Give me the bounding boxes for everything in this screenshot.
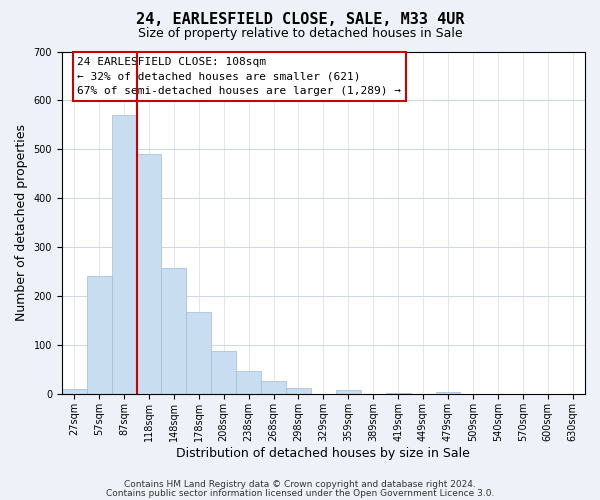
X-axis label: Distribution of detached houses by size in Sale: Distribution of detached houses by size … <box>176 447 470 460</box>
Text: 24, EARLESFIELD CLOSE, SALE, M33 4UR: 24, EARLESFIELD CLOSE, SALE, M33 4UR <box>136 12 464 28</box>
Text: Contains HM Land Registry data © Crown copyright and database right 2024.: Contains HM Land Registry data © Crown c… <box>124 480 476 489</box>
Bar <box>261 381 286 394</box>
Text: Size of property relative to detached houses in Sale: Size of property relative to detached ho… <box>137 28 463 40</box>
Bar <box>211 352 236 395</box>
Bar <box>137 154 161 394</box>
Y-axis label: Number of detached properties: Number of detached properties <box>15 124 28 322</box>
Bar <box>86 276 112 394</box>
Bar <box>286 388 311 394</box>
Bar <box>161 268 187 394</box>
Bar <box>436 392 460 394</box>
Bar <box>187 312 211 394</box>
Bar <box>112 114 137 394</box>
Bar <box>62 388 86 394</box>
Bar <box>236 372 261 394</box>
Text: Contains public sector information licensed under the Open Government Licence 3.: Contains public sector information licen… <box>106 488 494 498</box>
Bar <box>336 390 361 394</box>
Text: 24 EARLESFIELD CLOSE: 108sqm
← 32% of detached houses are smaller (621)
67% of s: 24 EARLESFIELD CLOSE: 108sqm ← 32% of de… <box>77 56 401 96</box>
